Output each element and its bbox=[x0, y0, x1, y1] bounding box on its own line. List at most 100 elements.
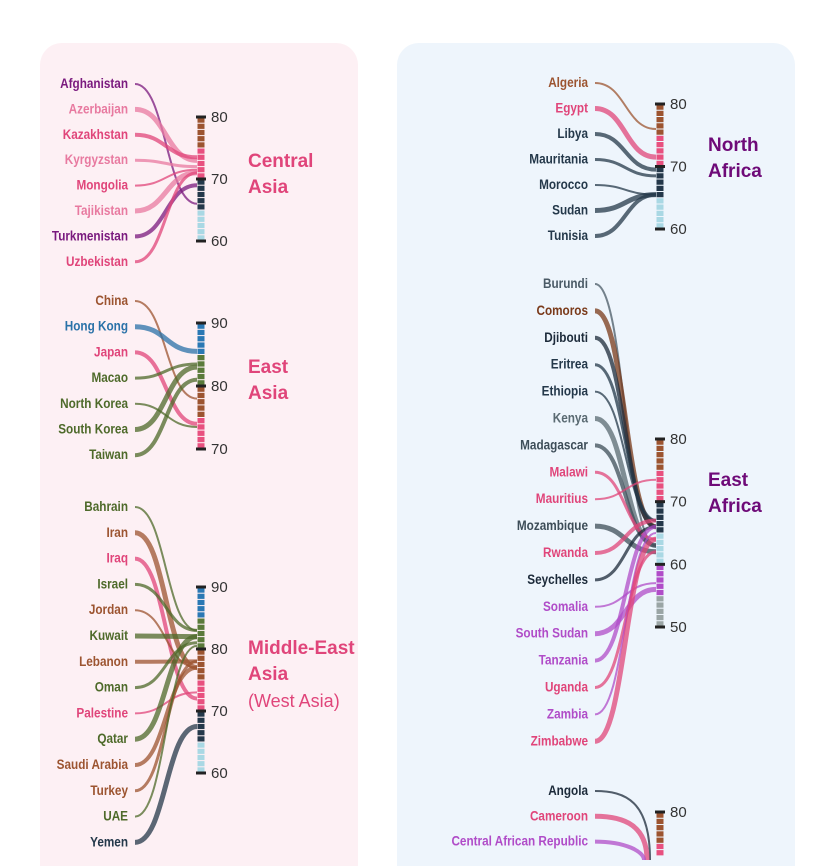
axis-segment bbox=[197, 624, 205, 630]
axis-segment bbox=[197, 348, 205, 354]
tick-label: 70 bbox=[670, 159, 687, 176]
axis-segment bbox=[197, 723, 205, 730]
axis-segment bbox=[197, 167, 205, 173]
tick-label: 80 bbox=[211, 641, 228, 658]
axis-segment bbox=[656, 173, 664, 179]
country-line bbox=[134, 724, 198, 845]
tick-label: 60 bbox=[670, 221, 687, 238]
axis-segment bbox=[656, 558, 664, 564]
country-line bbox=[134, 300, 198, 400]
axis-segment bbox=[656, 445, 664, 452]
country-label: Mauritius bbox=[536, 490, 588, 506]
country-label: Japan bbox=[94, 343, 128, 359]
axis-segment bbox=[656, 210, 664, 216]
axis-segment bbox=[197, 361, 205, 367]
axis-segment bbox=[197, 392, 205, 399]
axis-segment bbox=[197, 136, 205, 142]
tick-label: 80 bbox=[670, 804, 687, 821]
country-label: Hong Kong bbox=[65, 318, 128, 334]
axis-segment bbox=[197, 699, 205, 705]
region-chart: 80 Angola Cameroon Central African Republic bbox=[451, 782, 687, 861]
axis-segment bbox=[656, 602, 664, 608]
country-label: Eritrea bbox=[551, 356, 589, 372]
region-title: Asia bbox=[248, 177, 289, 198]
tick-label: 60 bbox=[211, 765, 228, 782]
axis-segment bbox=[656, 179, 664, 185]
axis-segment bbox=[197, 748, 205, 754]
axis-segment bbox=[656, 135, 664, 141]
axis-segment bbox=[656, 818, 664, 825]
axis-segment bbox=[656, 483, 664, 489]
axis-segment bbox=[197, 424, 205, 430]
country-label: Malawi bbox=[549, 463, 588, 479]
axis-segment bbox=[656, 110, 664, 116]
axis-segment bbox=[656, 117, 664, 123]
axis-segment bbox=[197, 191, 205, 198]
country-label: Egypt bbox=[555, 100, 588, 116]
country-line bbox=[594, 106, 657, 160]
axis-segment bbox=[656, 123, 664, 129]
axis-tick bbox=[196, 709, 206, 713]
axis-segment bbox=[656, 527, 664, 533]
axis-tick bbox=[655, 500, 665, 504]
axis-segment bbox=[656, 552, 664, 558]
axis-segment bbox=[197, 367, 205, 373]
axis-segment bbox=[656, 495, 664, 502]
country-label: Uganda bbox=[545, 679, 589, 695]
axis-segment bbox=[197, 185, 205, 191]
axis-segment bbox=[656, 464, 664, 470]
axis-segment bbox=[656, 837, 664, 843]
axis-tick bbox=[655, 625, 665, 629]
axis-segment bbox=[197, 148, 205, 154]
axis-segment bbox=[656, 129, 664, 135]
axis-segment bbox=[197, 593, 205, 599]
axis-tick bbox=[655, 102, 665, 106]
tick-label: 70 bbox=[211, 703, 228, 720]
region-subtitle: (West Asia) bbox=[248, 691, 340, 711]
axis-segment bbox=[197, 142, 205, 148]
country-label: Mongolia bbox=[76, 177, 128, 193]
axis-segment bbox=[656, 452, 664, 458]
country-label: Madagascar bbox=[520, 436, 588, 452]
axis-segment bbox=[656, 514, 664, 520]
axis-segment bbox=[656, 621, 664, 627]
region-chart: 80 70 60 50 Burundi Comoros Djibouti Eritrea Eth… bbox=[516, 275, 763, 749]
axis-segment bbox=[197, 210, 205, 216]
axis-segment bbox=[197, 630, 205, 637]
country-line bbox=[134, 132, 198, 160]
region-title: Africa bbox=[708, 161, 762, 182]
tick-label: 70 bbox=[211, 171, 228, 188]
axis-segment bbox=[656, 831, 664, 837]
country-line bbox=[134, 506, 198, 632]
country-label: Zambia bbox=[547, 705, 589, 721]
axis-tick bbox=[196, 239, 206, 243]
axis-segment bbox=[197, 730, 205, 736]
axis-segment bbox=[656, 192, 664, 198]
axis-segment bbox=[197, 329, 205, 336]
axis-segment bbox=[197, 386, 205, 392]
region-chart: 90 80 70 China Hong Kong Japan Macao North Kore… bbox=[58, 292, 289, 462]
africa-panel bbox=[397, 43, 795, 866]
axis-segment bbox=[197, 123, 205, 129]
axis-segment bbox=[656, 160, 664, 166]
region-title: Central bbox=[248, 151, 313, 172]
axis-segment bbox=[197, 686, 205, 692]
axis-segment bbox=[656, 533, 664, 539]
axis-segment bbox=[656, 204, 664, 210]
country-label: Lebanon bbox=[79, 653, 128, 669]
axis-segment bbox=[197, 173, 205, 179]
axis-segment bbox=[656, 614, 664, 621]
country-line bbox=[134, 691, 198, 715]
axis-segment bbox=[656, 439, 664, 445]
axis-segment bbox=[197, 355, 205, 361]
axis-segment bbox=[197, 692, 205, 699]
axis-tick bbox=[655, 562, 665, 566]
axis-tick bbox=[196, 647, 206, 651]
axis-segment bbox=[656, 546, 664, 552]
axis-tick bbox=[196, 585, 206, 589]
axis-segment bbox=[656, 477, 664, 483]
country-line bbox=[594, 478, 657, 501]
country-line bbox=[134, 350, 198, 426]
country-line bbox=[594, 443, 657, 548]
tick-label: 90 bbox=[211, 315, 228, 332]
